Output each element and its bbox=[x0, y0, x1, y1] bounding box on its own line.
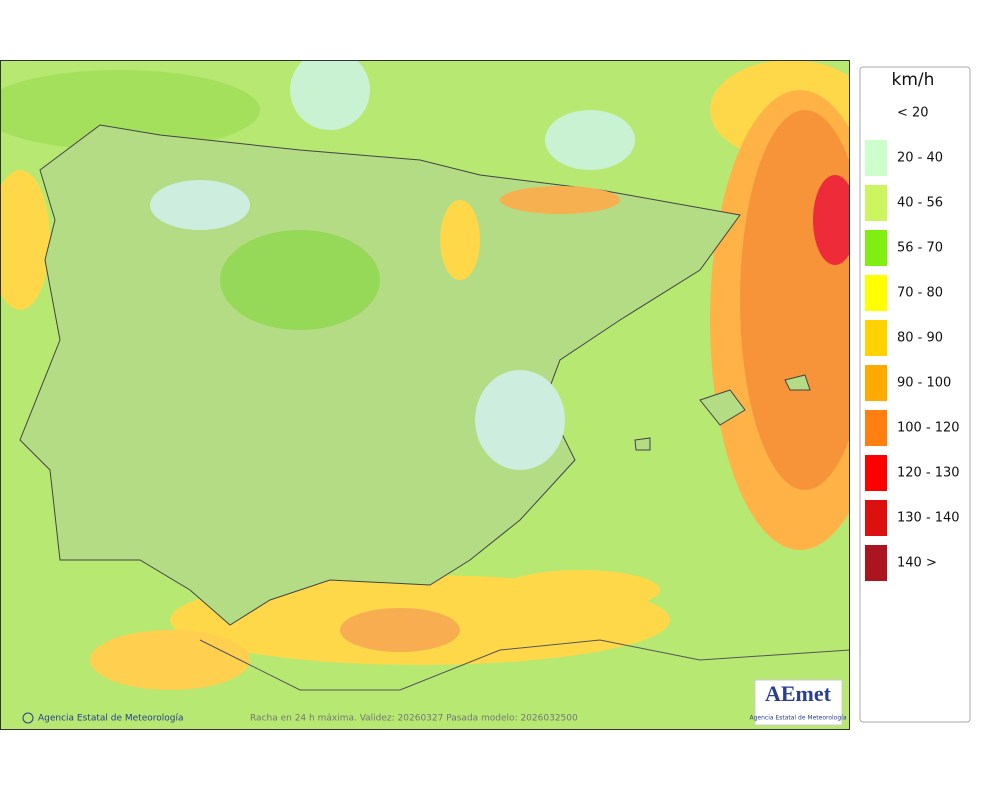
logo-name: AEmet bbox=[765, 681, 832, 706]
legend-label: 120 - 130 bbox=[897, 466, 960, 481]
logo-subtitle: Agencia Estatal de Meteorología bbox=[750, 715, 847, 722]
map: AEmet Agencia Estatal de Meteorología Ag… bbox=[0, 60, 850, 730]
copyright-icon bbox=[22, 712, 34, 724]
legend-swatch bbox=[865, 140, 887, 176]
legend-title: km/h bbox=[892, 70, 935, 90]
legend-swatch bbox=[865, 545, 887, 581]
legend-swatch bbox=[865, 410, 887, 446]
legend-label: 40 - 56 bbox=[897, 196, 943, 211]
legend-swatch bbox=[865, 95, 887, 131]
legend-swatch bbox=[865, 455, 887, 491]
legend-label: < 20 bbox=[897, 106, 929, 121]
legend-label: 100 - 120 bbox=[897, 421, 960, 436]
credit: Agencia Estatal de Meteorología bbox=[38, 714, 184, 724]
legend-label: 56 - 70 bbox=[897, 241, 943, 256]
legend-swatch bbox=[865, 275, 887, 311]
legend-swatch bbox=[865, 365, 887, 401]
legend-swatch bbox=[865, 230, 887, 266]
legend-label: 80 - 90 bbox=[897, 331, 943, 346]
legend-label: 130 - 140 bbox=[897, 511, 960, 526]
legend-swatch bbox=[865, 320, 887, 356]
caption: Racha en 24 h máxima. Validez: 20260327 … bbox=[250, 714, 578, 724]
legend-label: 140 > bbox=[897, 556, 937, 571]
legend-box bbox=[859, 66, 971, 723]
legend-label: 70 - 80 bbox=[897, 286, 943, 301]
legend-label: 90 - 100 bbox=[897, 376, 951, 391]
legend-swatch bbox=[865, 185, 887, 221]
legend-swatch bbox=[865, 500, 887, 536]
map-frame bbox=[0, 60, 850, 730]
legend-label: 20 - 40 bbox=[897, 151, 943, 166]
